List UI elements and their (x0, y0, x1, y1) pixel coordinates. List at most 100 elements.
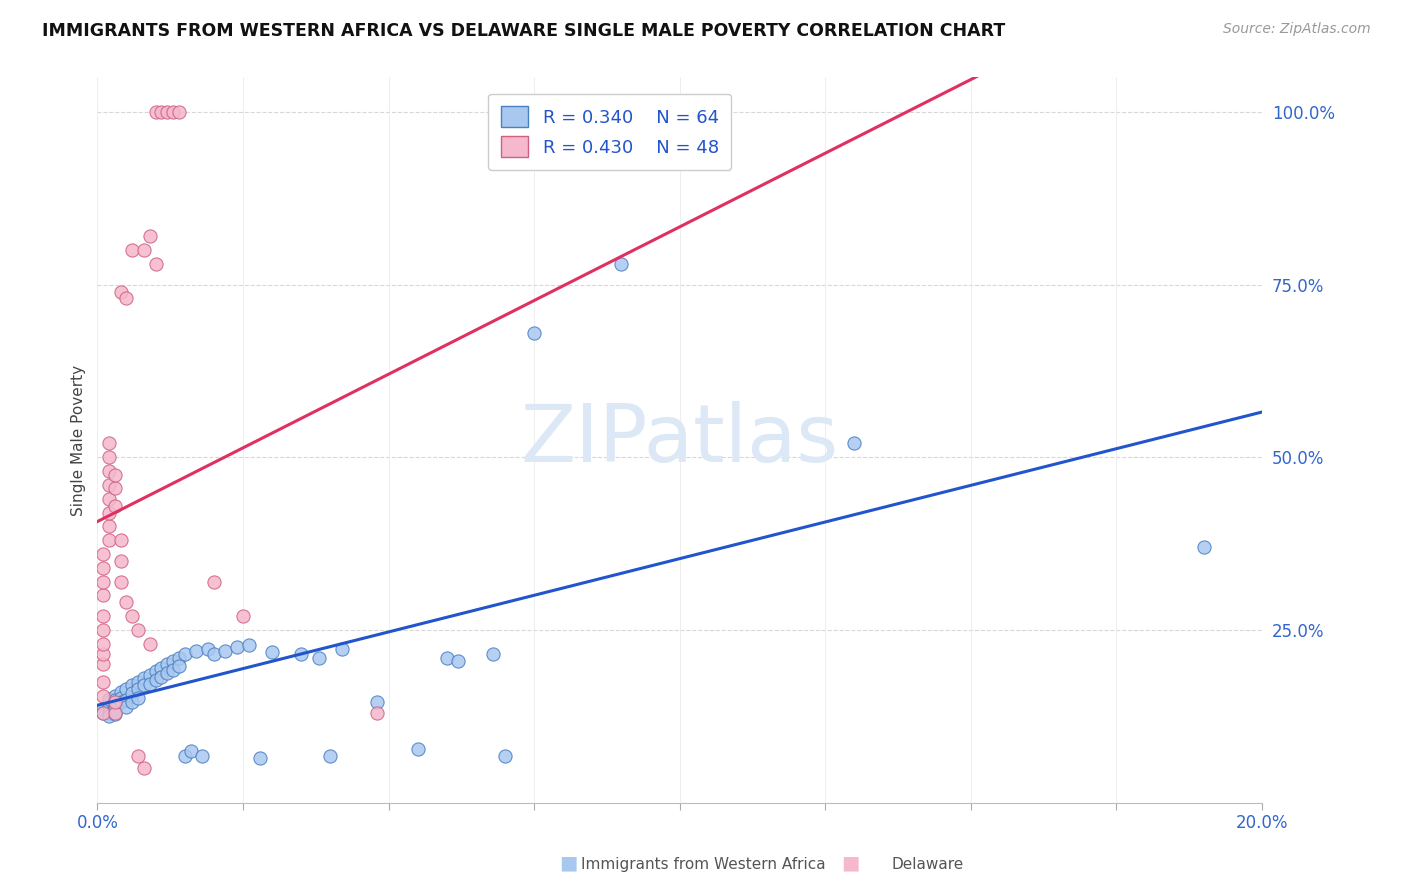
Point (104, 702, 127, 716)
Point (98, 696, 121, 710)
Text: ■: ■ (841, 854, 860, 872)
Point (115, 292, 138, 306)
Point (91, 706, 114, 720)
Point (132, 671, 155, 685)
Point (110, 533, 132, 548)
Point (139, 677, 162, 691)
Point (91, 561, 114, 575)
Point (186, 643, 208, 657)
Point (308, 650, 330, 665)
Point (127, 623, 149, 637)
Point (104, 693, 127, 707)
Point (98, 698, 121, 713)
Point (366, 706, 388, 720)
Point (98, 533, 121, 548)
Point (145, 257, 167, 271)
Point (173, 748, 195, 763)
Text: ZIPatlas: ZIPatlas (520, 401, 839, 479)
Point (523, 326, 546, 340)
Point (436, 650, 458, 665)
Point (91, 623, 114, 637)
Point (214, 643, 236, 657)
Point (98, 478, 121, 492)
Point (91, 689, 114, 703)
Point (202, 574, 225, 589)
Point (330, 642, 353, 657)
Point (110, 285, 132, 299)
Legend: R = 0.340    N = 64, R = 0.430    N = 48: R = 0.340 N = 64, R = 0.430 N = 48 (488, 94, 731, 169)
Point (104, 696, 127, 710)
Point (494, 748, 516, 763)
Point (110, 685, 132, 699)
Point (162, 663, 184, 677)
Point (150, 105, 173, 120)
Text: Delaware: Delaware (891, 857, 965, 872)
Text: Source: ZipAtlas.com: Source: ZipAtlas.com (1223, 22, 1371, 37)
Point (290, 647, 312, 661)
Point (132, 243, 155, 257)
Point (156, 665, 179, 680)
Point (482, 647, 505, 661)
Point (238, 638, 260, 652)
Point (226, 640, 249, 655)
Point (115, 681, 138, 696)
Point (232, 609, 254, 624)
Point (98, 706, 121, 720)
Point (162, 654, 184, 668)
Point (406, 741, 429, 756)
Text: IMMIGRANTS FROM WESTERN AFRICA VS DELAWARE SINGLE MALE POVERTY CORRELATION CHART: IMMIGRANTS FROM WESTERN AFRICA VS DELAWA… (42, 22, 1005, 40)
Point (115, 700, 138, 714)
Point (98, 436, 121, 450)
Point (91, 609, 114, 624)
Point (127, 674, 149, 689)
Point (121, 696, 143, 710)
Point (104, 707, 127, 722)
Point (121, 678, 143, 692)
Point (249, 750, 271, 764)
Point (91, 547, 114, 561)
Point (139, 668, 162, 682)
Point (319, 748, 342, 763)
Point (91, 706, 114, 720)
Point (139, 229, 162, 244)
Point (121, 609, 143, 624)
Point (197, 642, 219, 657)
Point (167, 658, 190, 673)
Point (98, 450, 121, 465)
Point (191, 748, 214, 763)
Point (104, 467, 127, 482)
Point (173, 647, 195, 661)
Point (610, 257, 633, 271)
Point (1192, 540, 1215, 554)
Point (145, 105, 167, 120)
Point (156, 105, 179, 120)
Point (180, 744, 202, 758)
Point (150, 661, 173, 675)
Point (121, 686, 143, 700)
Text: ■: ■ (558, 854, 578, 872)
Point (127, 748, 149, 763)
Point (91, 574, 114, 589)
Point (104, 481, 127, 495)
Point (104, 689, 127, 703)
Point (110, 554, 132, 568)
Point (91, 702, 114, 716)
Point (127, 681, 149, 696)
Point (91, 637, 114, 651)
Point (98, 692, 121, 706)
Point (145, 673, 167, 687)
Point (167, 105, 190, 120)
Point (110, 696, 132, 710)
Point (98, 519, 121, 533)
Point (91, 588, 114, 602)
Point (98, 709, 121, 723)
Point (115, 595, 138, 609)
Point (150, 670, 173, 684)
Point (91, 647, 114, 661)
Point (132, 678, 155, 692)
Point (104, 698, 127, 713)
Point (139, 637, 162, 651)
Point (91, 674, 114, 689)
Point (115, 693, 138, 707)
Point (121, 243, 143, 257)
